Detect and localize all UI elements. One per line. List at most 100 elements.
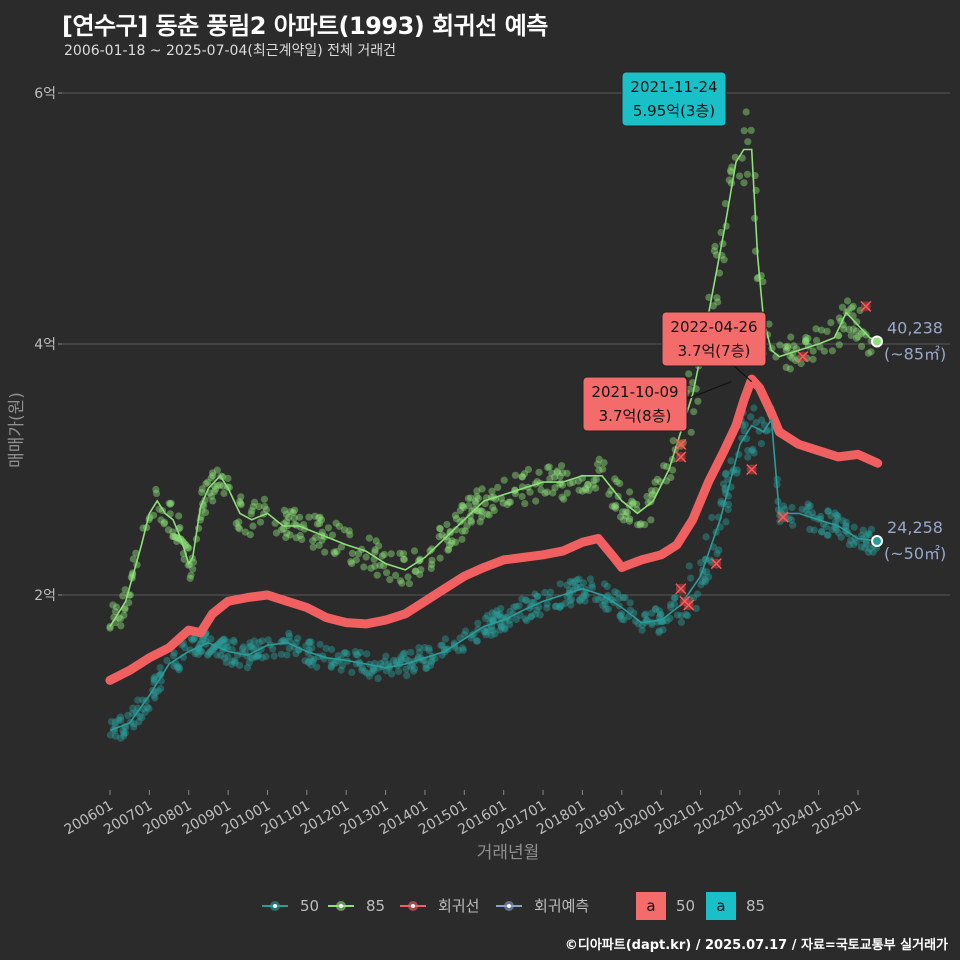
scatter-point bbox=[399, 550, 408, 558]
scatter-point bbox=[395, 667, 403, 676]
scatter-point bbox=[478, 485, 486, 493]
scatter-point bbox=[337, 666, 345, 674]
legend-key-center bbox=[339, 904, 343, 908]
scatter-point bbox=[690, 594, 698, 602]
scatter-point bbox=[616, 612, 624, 620]
scatter-point bbox=[121, 605, 129, 614]
scatter-point bbox=[788, 354, 796, 362]
scatter-point bbox=[759, 278, 767, 286]
scatter-point bbox=[867, 348, 875, 356]
scatter-point bbox=[782, 346, 790, 355]
scatter-point bbox=[527, 613, 535, 621]
scatter-point bbox=[488, 609, 496, 617]
scatter-point bbox=[456, 506, 464, 515]
legend-fill-glyph: a bbox=[716, 897, 725, 915]
scatter-point bbox=[618, 615, 626, 623]
scatter-point bbox=[722, 222, 730, 230]
scatter-point bbox=[615, 594, 623, 603]
scatter-point bbox=[535, 603, 543, 611]
scatter-point bbox=[411, 567, 419, 575]
scatter-point bbox=[277, 650, 285, 658]
scatter-point bbox=[831, 509, 839, 517]
scatter-point bbox=[107, 718, 116, 726]
annotations: 2021-11-24 5.95억(3층) 2022-04-26 3.7억(7층) 202… bbox=[582, 71, 767, 432]
scatter-point bbox=[685, 370, 693, 378]
scatter-point bbox=[622, 508, 630, 516]
scatter-point bbox=[456, 518, 464, 526]
scatter-point bbox=[383, 569, 391, 577]
scatter-point bbox=[608, 502, 617, 510]
scatter-point bbox=[655, 628, 663, 637]
scatter-point bbox=[436, 554, 444, 562]
scatter-point bbox=[782, 363, 790, 371]
cross-mark bbox=[683, 599, 695, 611]
scatter-point bbox=[804, 503, 812, 511]
scatter-point bbox=[584, 480, 592, 488]
annotation-date: 2021-10-09 bbox=[591, 383, 678, 401]
scatter-point bbox=[527, 612, 535, 620]
scatter-point bbox=[315, 541, 323, 549]
scatter-point bbox=[491, 630, 499, 638]
y-axis-ticks: 2억 4억 6억 bbox=[34, 86, 62, 604]
scatter-point bbox=[717, 500, 725, 508]
scatter-point bbox=[546, 475, 554, 483]
y-axis-title: 매매가(원) bbox=[7, 392, 27, 468]
scatter-point bbox=[487, 631, 495, 639]
scatter-point bbox=[285, 629, 293, 638]
scatter-point bbox=[482, 614, 490, 623]
scatter-point bbox=[468, 507, 476, 515]
scatter-point bbox=[619, 593, 627, 602]
scatter-point bbox=[367, 564, 375, 572]
scatter-point bbox=[483, 510, 491, 518]
scatter-point bbox=[170, 532, 178, 541]
scatter-point bbox=[802, 507, 810, 515]
scatter-point bbox=[804, 334, 812, 343]
scatter-point bbox=[709, 302, 717, 310]
scatter-point bbox=[448, 537, 456, 545]
scatter-point bbox=[713, 294, 721, 302]
scatter-point bbox=[426, 547, 434, 555]
scatter-point bbox=[239, 643, 247, 651]
scatter-point bbox=[480, 628, 488, 636]
scatter-point bbox=[671, 593, 679, 602]
scatter-point bbox=[427, 564, 435, 573]
scatter-point bbox=[488, 487, 496, 495]
scatter-point bbox=[363, 650, 371, 658]
scatter-point bbox=[616, 479, 624, 488]
scatter-point bbox=[611, 588, 619, 596]
scatter-point bbox=[634, 521, 642, 529]
scatter-point bbox=[150, 691, 158, 700]
legend-key-center bbox=[273, 904, 277, 908]
scatter-point bbox=[844, 297, 852, 305]
scatter-point bbox=[820, 347, 829, 355]
scatter-point bbox=[626, 599, 634, 607]
scatter-point bbox=[343, 650, 351, 658]
scatter-point bbox=[520, 470, 529, 478]
scatter-point bbox=[190, 635, 198, 643]
scatter-point bbox=[858, 531, 866, 540]
scatter-point bbox=[396, 549, 404, 558]
scatter-point bbox=[740, 179, 748, 187]
scatter-point bbox=[478, 513, 486, 521]
scatter-point bbox=[697, 581, 705, 589]
scatter-point bbox=[392, 571, 400, 580]
scatter-point bbox=[388, 670, 396, 678]
scatter-point bbox=[592, 484, 600, 492]
scatter-point bbox=[601, 597, 609, 605]
scatter-point bbox=[617, 513, 625, 521]
scatter-point bbox=[638, 626, 646, 634]
scatter-point bbox=[817, 512, 825, 521]
scatter-point bbox=[230, 636, 238, 644]
scatter-point bbox=[698, 577, 707, 586]
scatter-point bbox=[286, 531, 294, 539]
scatter-point bbox=[201, 508, 210, 516]
scatter-point bbox=[551, 484, 559, 492]
scatter-point bbox=[316, 519, 324, 528]
x-axis-ticks: 2006012007012008012009012010012011012012… bbox=[62, 790, 864, 838]
scatter-point bbox=[488, 616, 496, 624]
scatter-point bbox=[670, 594, 678, 602]
scatter-point bbox=[497, 622, 505, 630]
scatter-point bbox=[358, 666, 366, 674]
scatter-point bbox=[575, 486, 583, 494]
scatter-point bbox=[473, 492, 481, 501]
